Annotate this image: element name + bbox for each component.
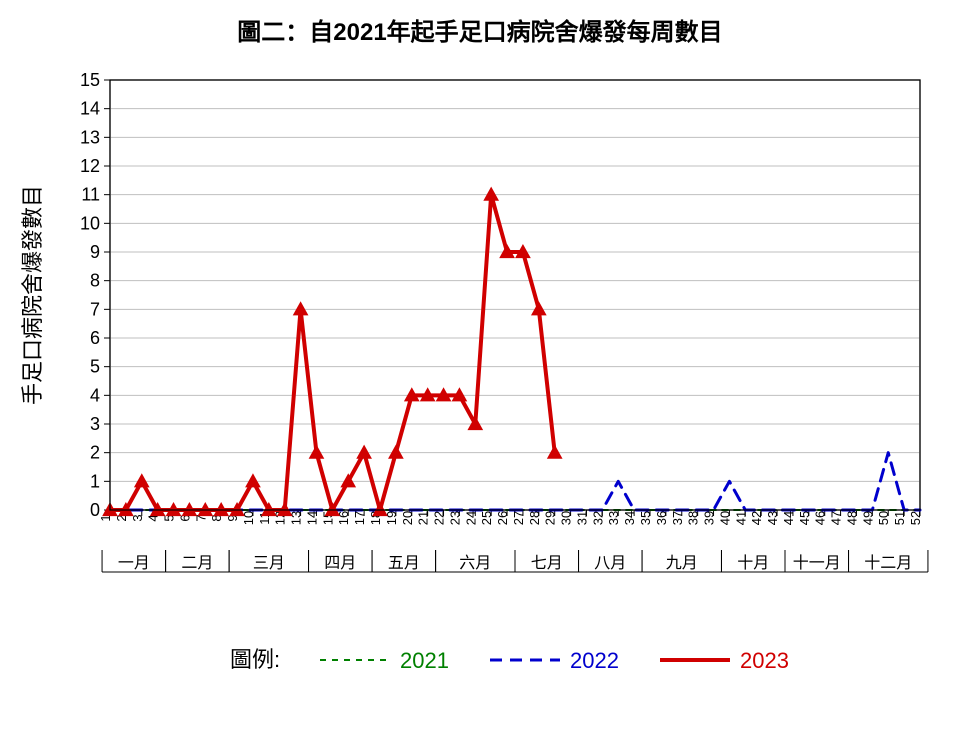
y-tick-label: 12 bbox=[80, 156, 100, 176]
month-label: 十二月 bbox=[864, 554, 912, 572]
y-tick-label: 14 bbox=[80, 99, 100, 119]
y-tick-label: 11 bbox=[81, 185, 100, 205]
x-tick-label: 52 bbox=[908, 511, 923, 525]
x-tick-label: 41 bbox=[733, 511, 748, 525]
legend-item-2021: 2021 bbox=[400, 648, 449, 673]
x-tick-label: 22 bbox=[432, 511, 447, 525]
y-axis-label: 手足口病院舍爆發數目 bbox=[20, 185, 45, 405]
month-label: 六月 bbox=[459, 554, 491, 572]
x-tick-label: 24 bbox=[463, 511, 478, 525]
legend-label: 圖例: bbox=[230, 647, 280, 672]
x-tick-label: 37 bbox=[670, 511, 685, 525]
x-tick-label: 19 bbox=[384, 511, 399, 525]
x-tick-label: 27 bbox=[511, 511, 526, 525]
month-label: 一月 bbox=[118, 555, 150, 572]
x-tick-label: 29 bbox=[543, 511, 558, 525]
x-tick-label: 35 bbox=[638, 511, 653, 525]
chart-title: 圖二：自2021年起手足口病院舍爆發每周數目 bbox=[237, 18, 722, 46]
month-label: 四月 bbox=[324, 555, 356, 572]
chart-container: 圖二：自2021年起手足口病院舍爆發每周數目012345678910111213… bbox=[0, 0, 960, 730]
x-tick-label: 46 bbox=[813, 511, 828, 525]
month-label: 十一月 bbox=[793, 554, 841, 572]
x-tick-label: 30 bbox=[559, 511, 574, 525]
x-tick-label: 28 bbox=[527, 511, 542, 525]
y-tick-label: 5 bbox=[90, 357, 100, 377]
y-tick-label: 1 bbox=[90, 471, 100, 491]
x-tick-label: 32 bbox=[590, 511, 605, 525]
y-tick-label: 9 bbox=[90, 242, 100, 262]
x-tick-label: 31 bbox=[574, 511, 589, 525]
y-tick-label: 13 bbox=[80, 127, 100, 147]
y-tick-label: 10 bbox=[80, 213, 100, 233]
month-label: 二月 bbox=[181, 555, 213, 572]
x-tick-label: 16 bbox=[336, 511, 351, 525]
x-tick-label: 45 bbox=[797, 511, 812, 525]
y-tick-label: 8 bbox=[90, 271, 100, 291]
x-tick-label: 40 bbox=[717, 511, 732, 525]
x-tick-label: 44 bbox=[781, 511, 796, 525]
y-tick-label: 2 bbox=[90, 443, 100, 463]
line-chart: 圖二：自2021年起手足口病院舍爆發每周數目012345678910111213… bbox=[0, 0, 960, 730]
month-label: 五月 bbox=[388, 555, 420, 572]
month-label: 十月 bbox=[737, 554, 769, 572]
x-tick-label: 14 bbox=[304, 511, 319, 525]
x-tick-label: 43 bbox=[765, 511, 780, 525]
x-tick-label: 50 bbox=[876, 511, 891, 525]
x-tick-label: 25 bbox=[479, 511, 494, 525]
x-tick-label: 39 bbox=[702, 511, 717, 525]
x-tick-label: 20 bbox=[400, 511, 415, 525]
x-tick-label: 17 bbox=[352, 511, 367, 525]
month-label: 八月 bbox=[594, 555, 626, 572]
x-tick-label: 33 bbox=[606, 511, 621, 525]
plot-area bbox=[110, 80, 920, 510]
x-tick-label: 21 bbox=[416, 511, 431, 525]
x-tick-label: 13 bbox=[289, 511, 304, 525]
y-tick-label: 15 bbox=[80, 70, 100, 90]
x-tick-label: 36 bbox=[654, 511, 669, 525]
x-tick-label: 26 bbox=[495, 511, 510, 525]
y-tick-label: 6 bbox=[90, 328, 100, 348]
x-tick-label: 38 bbox=[686, 511, 701, 525]
legend-item-2022: 2022 bbox=[570, 648, 619, 673]
month-label: 三月 bbox=[253, 555, 285, 572]
x-tick-label: 42 bbox=[749, 511, 764, 525]
x-tick-label: 34 bbox=[622, 511, 637, 525]
x-tick-label: 23 bbox=[447, 511, 462, 525]
legend-item-2023: 2023 bbox=[740, 648, 789, 673]
x-tick-label: 47 bbox=[829, 511, 844, 525]
x-tick-label: 48 bbox=[844, 511, 859, 525]
x-tick-label: 51 bbox=[892, 511, 907, 525]
month-label: 七月 bbox=[531, 554, 563, 572]
y-tick-label: 7 bbox=[90, 299, 100, 319]
x-tick-label: 49 bbox=[860, 511, 875, 525]
y-tick-label: 3 bbox=[90, 414, 100, 434]
month-label: 九月 bbox=[666, 554, 698, 572]
y-tick-label: 4 bbox=[90, 385, 100, 405]
x-tick-label: 10 bbox=[241, 511, 256, 525]
